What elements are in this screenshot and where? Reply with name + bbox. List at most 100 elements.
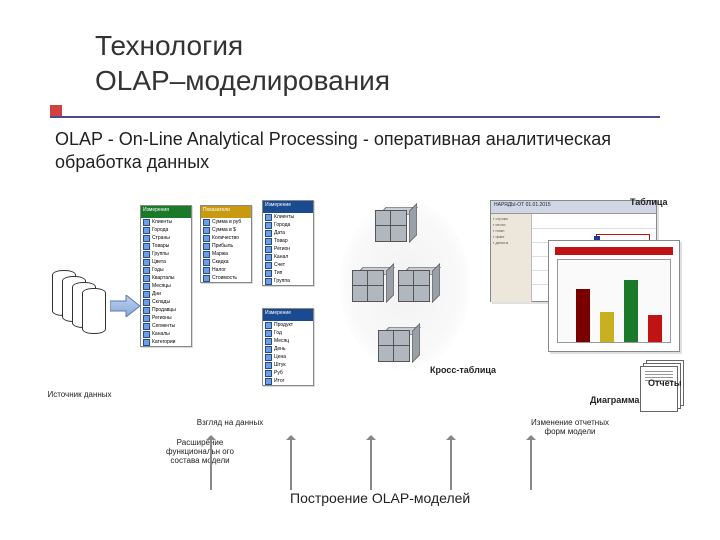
dimension-row: Сумма в руб (201, 218, 251, 226)
dimension-item-label: Страны (152, 235, 170, 241)
up-arrow-icon (290, 436, 292, 490)
field-icon (143, 283, 150, 290)
sources-label: Источник данных (42, 390, 117, 399)
chart-label: Диаграмма (590, 395, 639, 405)
dimension-row: Клиенты (141, 218, 191, 226)
dimension-item-label: Сегменты (152, 323, 175, 329)
dimension-row: Маржа (201, 250, 251, 258)
field-icon (265, 354, 272, 361)
chart-bar (648, 315, 662, 342)
dimension-row: Штук (263, 361, 313, 369)
field-icon (265, 330, 272, 337)
dimension-item-label: Маржа (212, 251, 228, 257)
dimension-row: Продукт (263, 321, 313, 329)
grid-line (532, 228, 656, 229)
field-icon (265, 222, 272, 229)
dimension-row: Дата (263, 229, 313, 237)
field-icon (143, 259, 150, 266)
dimension-header: Показатели (201, 206, 251, 218)
olap-cube (398, 270, 428, 300)
title-line1: Технология (95, 28, 390, 63)
dimension-item-label: Прибыль (212, 243, 233, 249)
dimension-row: Прибыль (201, 242, 251, 250)
dimension-row: Города (263, 221, 313, 229)
views-label: Взгляд на данных (190, 418, 270, 427)
dimension-item-label: Сумма в $ (212, 227, 236, 233)
dimension-row: Тип (263, 269, 313, 277)
dimension-item-label: Скидка (212, 259, 229, 265)
field-icon (265, 230, 272, 237)
dimension-item-label: Налог (212, 267, 226, 273)
dimension-row: Дни (141, 290, 191, 298)
field-icon (143, 299, 150, 306)
field-icon (143, 275, 150, 282)
crosstab-sidebar: ▪ строки▪ итоги▪ план▪ факт▪ дельта (491, 214, 532, 302)
dimension-panel: ИзмерениеКлиентыГородаДатаТоварРегионКан… (262, 200, 314, 286)
dimension-item-label: Группа (274, 278, 290, 284)
field-icon (203, 227, 210, 234)
title-line2: OLAP–моделирования (95, 63, 390, 98)
dimension-panel: ПоказателиСумма в рубСумма в $Количество… (200, 205, 252, 283)
field-icon (265, 346, 272, 353)
chart-bar (600, 312, 614, 342)
field-icon (143, 219, 150, 226)
change-label: Изменение отчетных форм модели (530, 418, 610, 436)
dimension-item-label: Дата (274, 230, 285, 236)
dimension-row: Сегменты (141, 322, 191, 330)
dimension-item-label: Штук (274, 362, 286, 368)
dimension-row: Группы (141, 250, 191, 258)
dimension-row: Продавцы (141, 306, 191, 314)
olap-cube (352, 270, 382, 300)
dimension-panel: ИзмеренияКлиентыГородаСтраныТоварыГруппы… (140, 205, 192, 347)
up-arrow-icon (450, 436, 452, 490)
dimension-item-label: Продавцы (152, 307, 176, 313)
field-icon (265, 270, 272, 277)
field-icon (265, 254, 272, 261)
dimension-item-label: Год (274, 330, 282, 336)
dimension-row: Склады (141, 298, 191, 306)
field-icon (265, 262, 272, 269)
olap-cube (378, 330, 408, 360)
field-icon (203, 259, 210, 266)
dimension-row: Месяц (263, 337, 313, 345)
dimension-item-label: Месяцы (152, 283, 171, 289)
field-icon (203, 267, 210, 274)
dimension-item-label: Месяц (274, 338, 289, 344)
dimension-item-label: Сумма в руб (212, 219, 241, 225)
field-icon (143, 267, 150, 274)
field-icon (265, 214, 272, 221)
dimension-row: Год (263, 329, 313, 337)
field-icon (143, 227, 150, 234)
dimension-item-label: Склады (152, 299, 170, 305)
subtitle: OLAP - On-Line Analytical Processing - о… (55, 128, 675, 173)
dimension-row: Группа (263, 277, 313, 285)
field-icon (265, 322, 272, 329)
field-icon (265, 278, 272, 285)
field-icon (265, 362, 272, 369)
dimension-item-label: Счет (274, 262, 285, 268)
up-arrow-icon (530, 436, 532, 490)
dimension-row: Категории (141, 338, 191, 346)
field-icon (203, 251, 210, 258)
dimension-item-label: Товар (274, 238, 288, 244)
dimension-row: Товар (263, 237, 313, 245)
chart-red-strip (555, 247, 673, 255)
dimension-row: Кварталы (141, 274, 191, 282)
field-icon (143, 323, 150, 330)
field-icon (143, 307, 150, 314)
dimension-item-label: Цена (274, 354, 286, 360)
dimension-item-label: Итог (274, 378, 284, 384)
dimension-header: Измерения (141, 206, 191, 218)
dimension-item-label: Регионы (152, 315, 172, 321)
chart-bar (576, 289, 590, 342)
dimension-row: Страны (141, 234, 191, 242)
dimension-row: Канал (263, 253, 313, 261)
dimension-row: Регион (263, 245, 313, 253)
dimension-item-label: Клиенты (274, 214, 294, 220)
dimension-row: Сумма в $ (201, 226, 251, 234)
table-label: Таблица (630, 197, 668, 207)
field-icon (265, 238, 272, 245)
dimension-item-label: Регион (274, 246, 290, 252)
field-icon (203, 219, 210, 226)
field-icon (265, 338, 272, 345)
